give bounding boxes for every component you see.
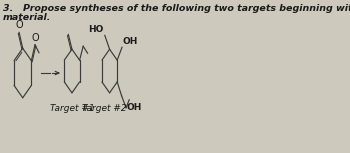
Text: HO: HO [89,25,104,34]
Text: 3.   Propose syntheses of the following two targets beginning with the indicated: 3. Propose syntheses of the following tw… [3,4,350,13]
Text: O: O [31,33,39,43]
Text: material.: material. [3,13,51,22]
Text: OH: OH [122,37,138,46]
Text: Target #1: Target #1 [50,104,94,113]
Text: Target #2: Target #2 [83,104,127,113]
Text: O: O [15,20,23,30]
Text: OH: OH [127,103,142,112]
